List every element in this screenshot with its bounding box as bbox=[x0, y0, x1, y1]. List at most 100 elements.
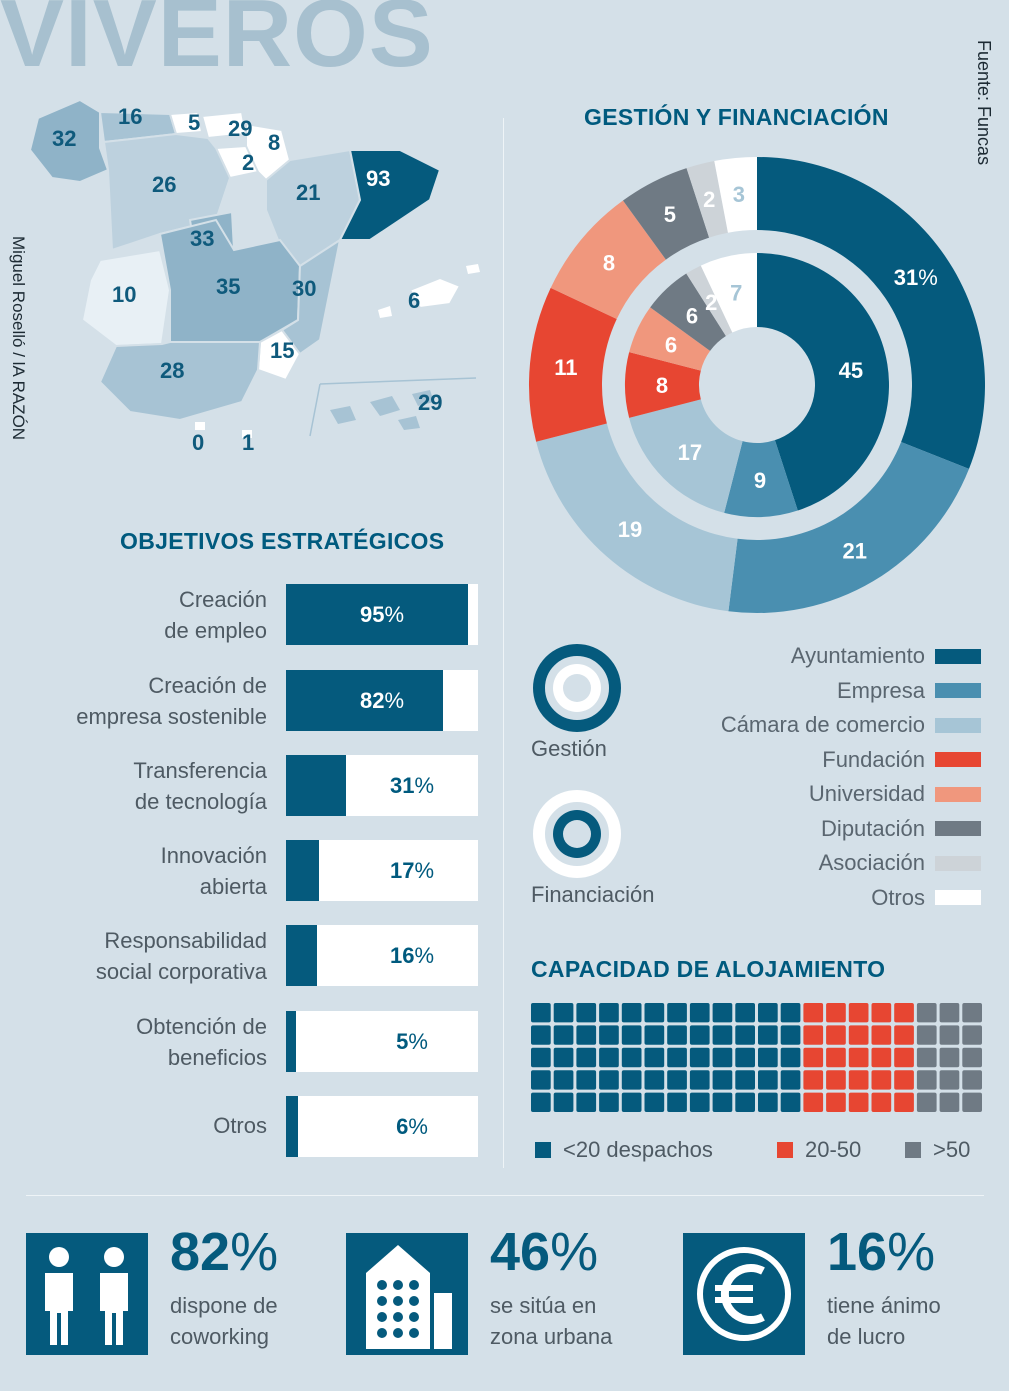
waffle-cell bbox=[576, 1047, 597, 1068]
gestion-label: Gestión bbox=[531, 736, 607, 761]
donut-outer-label-7: 3 bbox=[733, 182, 745, 207]
waffle-cell bbox=[576, 1003, 597, 1023]
waffle-cell bbox=[803, 1070, 824, 1090]
legend-label: Otros bbox=[871, 884, 925, 910]
waffle-cell bbox=[939, 1003, 960, 1023]
legend-swatch bbox=[935, 821, 981, 836]
bar-track-4: 16% bbox=[286, 925, 478, 986]
map-value-navarra: 8 bbox=[268, 130, 281, 155]
stat-lucro-line2: de lucro bbox=[827, 1324, 906, 1349]
donut-outer-label-1: 21 bbox=[842, 538, 866, 563]
waffle-cell bbox=[735, 1092, 755, 1112]
waffle-cell bbox=[939, 1047, 960, 1068]
stat-coworking-number: 82 bbox=[170, 1222, 231, 1282]
euro-icon bbox=[683, 1233, 805, 1355]
stat-lucro-suffix: % bbox=[887, 1222, 936, 1282]
legend-swatch-small bbox=[535, 1142, 551, 1158]
donut-outer-label-2: 19 bbox=[618, 517, 642, 542]
stat-coworking-value: 82% bbox=[170, 1225, 278, 1279]
page-title: VIVEROS bbox=[0, 0, 434, 87]
legend-swatch bbox=[935, 890, 981, 905]
legend-swatch bbox=[935, 786, 981, 802]
map-value-la-rioja: 2 bbox=[242, 150, 255, 175]
legend-label: Diputación bbox=[821, 815, 925, 841]
people-icon bbox=[26, 1233, 148, 1355]
waffle-cell bbox=[758, 1070, 778, 1090]
waffle-cell bbox=[553, 1092, 574, 1112]
waffle-cell bbox=[712, 1047, 733, 1068]
waffle-cell bbox=[735, 1025, 755, 1045]
stat-urbana-desc: se sitúa en zona urbana bbox=[490, 1290, 612, 1352]
stat-coworking-desc: dispone de coworking bbox=[170, 1290, 278, 1352]
map-value-baleares: 6 bbox=[408, 288, 421, 313]
bar-value-6: 6% bbox=[396, 1114, 428, 1139]
waffle-cell bbox=[576, 1025, 597, 1045]
map-value-andalucia: 28 bbox=[160, 358, 185, 383]
waffle-legend-medium-label: 20-50 bbox=[805, 1137, 862, 1162]
bar-fill-6 bbox=[286, 1096, 298, 1157]
waffle-cell bbox=[689, 1003, 710, 1023]
bar-fill-4 bbox=[286, 925, 317, 986]
donut-outer-slice-3 bbox=[529, 287, 617, 442]
bar-track-0: 95% bbox=[286, 584, 478, 645]
bar-fill-5 bbox=[286, 1011, 296, 1072]
bar-track-2: 31% bbox=[286, 755, 478, 816]
waffle-legend-medium: 20-50 bbox=[777, 1137, 861, 1163]
donut-outer-slice-4 bbox=[550, 200, 666, 320]
waffle-legend-small: <20 despachos bbox=[535, 1137, 713, 1163]
bar-track-5: 5% bbox=[286, 1011, 478, 1072]
legend-item-5: Diputación bbox=[821, 814, 981, 844]
legend-swatch bbox=[935, 648, 981, 664]
waffle-cell bbox=[531, 1047, 551, 1068]
bar-value-4: 16% bbox=[389, 943, 435, 968]
bar-track-3: 17% bbox=[286, 840, 478, 901]
spain-map-svg bbox=[28, 98, 480, 438]
waffle-cell bbox=[962, 1047, 982, 1068]
stat-urbana-number: 46 bbox=[490, 1222, 551, 1282]
waffle-title: CAPACIDAD DE ALOJAMIENTO bbox=[531, 956, 886, 982]
waffle-cell bbox=[939, 1025, 960, 1045]
stat-lucro-value: 16% bbox=[827, 1225, 935, 1279]
map-value-murcia: 15 bbox=[270, 338, 295, 363]
waffle-cell bbox=[848, 1047, 869, 1068]
region-ceuta bbox=[195, 422, 205, 430]
waffle-cell bbox=[576, 1070, 597, 1090]
waffle-cell bbox=[712, 1025, 733, 1045]
bar-value-3: 17% bbox=[389, 858, 435, 883]
vertical-divider bbox=[503, 118, 504, 1168]
waffle-cell bbox=[962, 1025, 982, 1045]
donut-outer-slice-6 bbox=[686, 161, 728, 238]
waffle-cell bbox=[667, 1070, 687, 1090]
map-value-galicia: 32 bbox=[52, 126, 77, 151]
waffle-cell bbox=[644, 1092, 665, 1112]
donut-outer-slice-7 bbox=[714, 157, 757, 233]
region-cantabria bbox=[168, 110, 204, 136]
waffle-cell bbox=[621, 1003, 642, 1023]
bar-category-label-5: Obtención de beneficios bbox=[136, 1014, 267, 1070]
waffle-cell bbox=[780, 1070, 801, 1090]
donut-inner-label-6: 2 bbox=[705, 290, 717, 315]
waffle-cell bbox=[689, 1070, 710, 1090]
stat-lucro-desc: tiene ánimo de lucro bbox=[827, 1290, 941, 1352]
waffle-cell bbox=[848, 1070, 869, 1090]
donut-outer-slice-5 bbox=[622, 168, 710, 260]
waffle-cell bbox=[553, 1047, 574, 1068]
map-value-aragon: 21 bbox=[296, 180, 321, 205]
donut-inner-slice-7 bbox=[700, 253, 757, 333]
waffle-cell bbox=[599, 1025, 619, 1045]
waffle-cell bbox=[758, 1047, 778, 1068]
legend-swatch bbox=[935, 855, 981, 871]
waffle-cell bbox=[667, 1003, 687, 1023]
waffle-cell bbox=[553, 1025, 574, 1045]
waffle-legend-large-label: >50 bbox=[933, 1137, 971, 1162]
donut-inner-slice-4 bbox=[629, 307, 711, 371]
donut-outer-slice-2 bbox=[536, 423, 738, 612]
donut-outer-slice-0 bbox=[757, 157, 985, 469]
waffle-cell bbox=[689, 1092, 710, 1112]
donut-inner-slice-3 bbox=[625, 352, 701, 418]
waffle-cell bbox=[894, 1070, 914, 1090]
region-melilla bbox=[242, 430, 252, 438]
donut-inner-label-4: 6 bbox=[665, 333, 677, 358]
donut-inner-slice-0 bbox=[757, 253, 890, 511]
waffle-cell bbox=[894, 1003, 914, 1023]
